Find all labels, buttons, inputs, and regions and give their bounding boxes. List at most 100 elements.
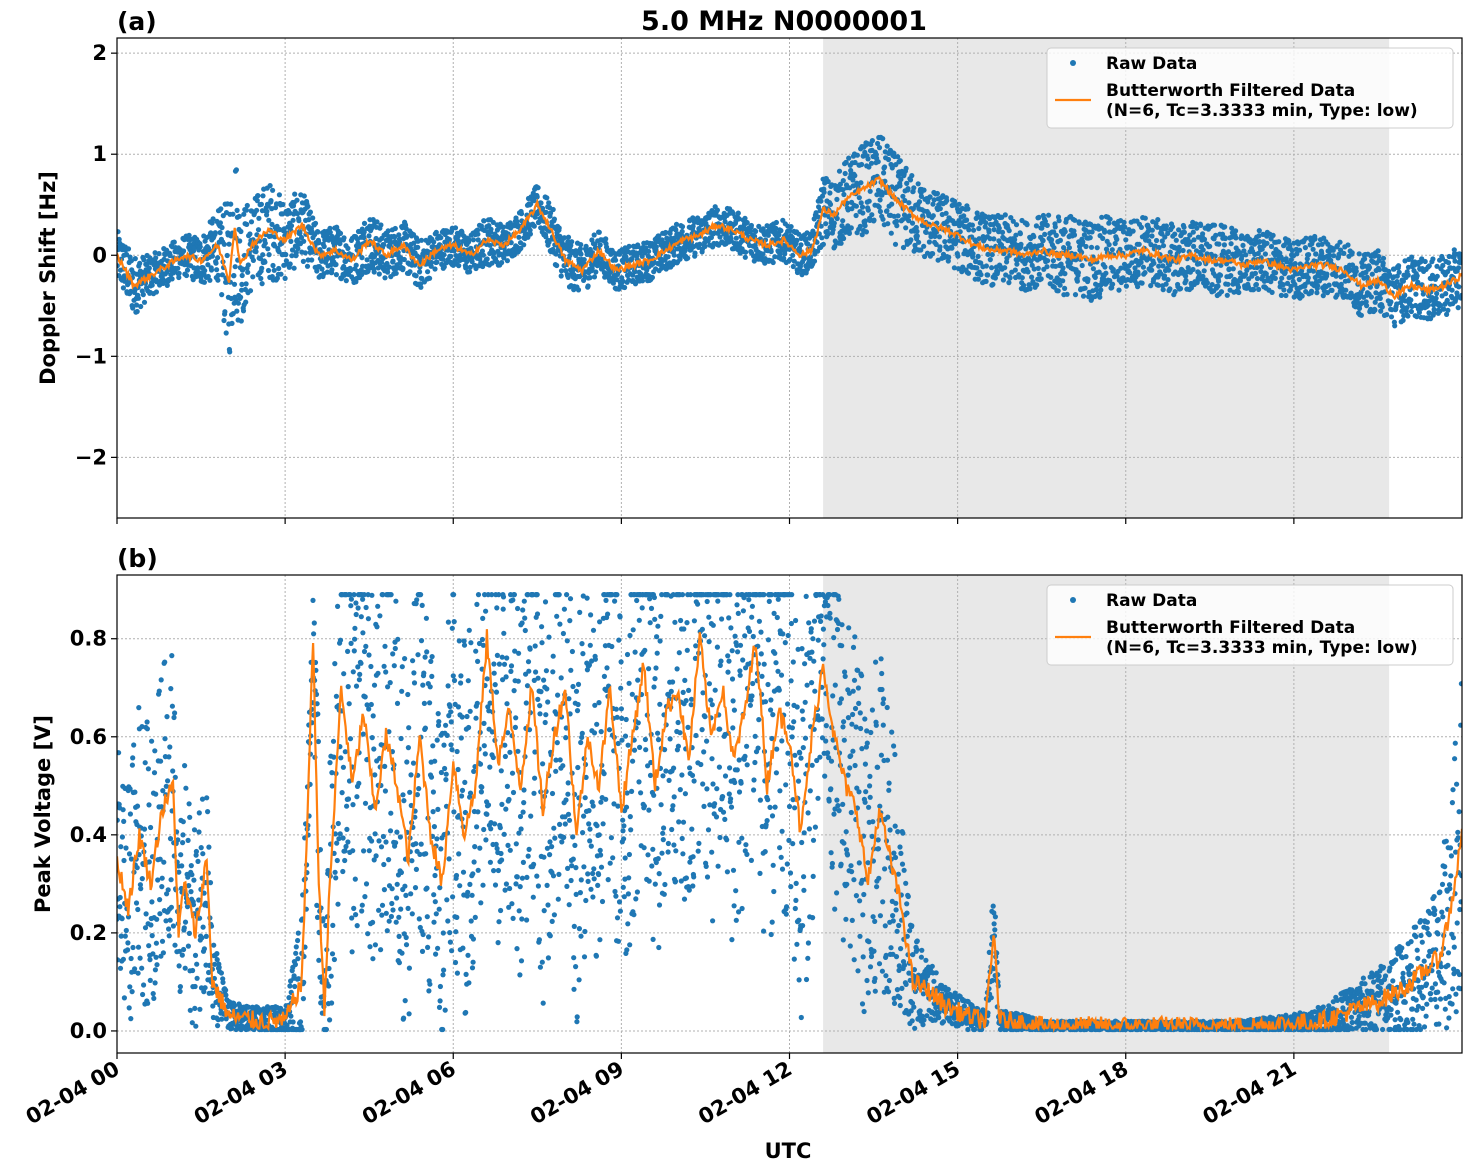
raw-data-point (306, 217, 312, 223)
raw-data-point (144, 719, 150, 725)
raw-data-point (470, 237, 476, 243)
raw-data-point (1253, 281, 1259, 288)
raw-data-point (1408, 297, 1414, 303)
raw-data-point (1060, 278, 1066, 284)
raw-data-point (167, 252, 173, 259)
raw-data-point (293, 249, 299, 256)
raw-data-point (122, 933, 128, 939)
raw-data-point (127, 811, 133, 817)
raw-data-point (1087, 235, 1093, 241)
raw-data-point (268, 198, 274, 204)
raw-data-point (348, 603, 354, 609)
raw-data-point (1140, 264, 1146, 270)
raw-data-point (663, 229, 669, 236)
raw-data-point (1362, 256, 1368, 262)
raw-data-point (147, 977, 153, 984)
raw-data-point (865, 207, 871, 213)
raw-data-point (1455, 265, 1462, 271)
raw-data-point (990, 281, 996, 287)
raw-data-point (528, 201, 534, 207)
raw-data-point (348, 267, 354, 273)
raw-data-point (1057, 237, 1063, 243)
raw-data-point (228, 201, 234, 207)
raw-data-point (1273, 270, 1279, 276)
raw-data-point (884, 143, 890, 149)
raw-data-point (475, 231, 481, 237)
raw-data-point (1163, 281, 1169, 287)
raw-data-point (137, 955, 143, 961)
raw-data-point (673, 221, 680, 227)
raw-data-point (186, 801, 192, 807)
raw-data-point (565, 234, 572, 240)
raw-data-point (217, 220, 223, 226)
raw-data-point (289, 247, 296, 253)
raw-data-point (1075, 270, 1081, 276)
raw-data-point (478, 259, 484, 265)
raw-data-point (1102, 264, 1108, 270)
raw-data-point (438, 235, 444, 241)
raw-data-point (127, 984, 133, 990)
raw-data-point (916, 239, 922, 245)
raw-data-point (300, 258, 306, 264)
raw-data-point (596, 229, 602, 235)
raw-data-point (1272, 275, 1278, 281)
raw-data-point (136, 705, 142, 711)
raw-data-point (229, 320, 235, 326)
raw-data-point (134, 308, 140, 315)
raw-data-point (199, 935, 205, 941)
raw-data-point (345, 839, 351, 845)
raw-data-point (956, 201, 962, 207)
raw-data-point (153, 255, 159, 261)
raw-data-point (128, 1016, 134, 1022)
raw-data-point (1130, 228, 1136, 234)
raw-data-point (908, 237, 914, 243)
raw-data-point (254, 207, 260, 213)
raw-data-point (1098, 287, 1104, 293)
raw-data-point (134, 803, 141, 809)
raw-data-point (258, 275, 264, 282)
raw-data-point (255, 193, 261, 199)
raw-data-point (1409, 254, 1415, 260)
raw-data-point (1088, 244, 1095, 250)
raw-data-point (183, 272, 190, 279)
raw-data-point (1097, 294, 1103, 300)
raw-data-point (231, 273, 237, 279)
raw-data-point (147, 957, 153, 963)
raw-data-point (227, 349, 233, 355)
raw-data-point (1217, 272, 1224, 278)
y-tick-label: −1 (75, 344, 107, 368)
raw-data-point (1388, 314, 1395, 320)
raw-data-point (390, 258, 396, 264)
raw-data-point (180, 819, 186, 825)
raw-data-point (133, 302, 140, 308)
raw-data-point (177, 984, 183, 990)
raw-data-point (386, 264, 392, 270)
raw-data-point (392, 234, 398, 240)
raw-data-point (170, 923, 176, 929)
raw-data-point (1100, 235, 1106, 241)
raw-data-point (156, 251, 162, 257)
raw-data-point (1431, 306, 1437, 313)
raw-data-point (392, 225, 398, 232)
raw-data-point (518, 211, 525, 217)
raw-data-point (327, 229, 333, 235)
raw-data-point (999, 229, 1006, 235)
raw-data-point (270, 262, 276, 269)
raw-data-point (328, 973, 334, 979)
raw-data-point (196, 810, 202, 816)
raw-data-point (1107, 216, 1113, 222)
raw-data-point (340, 835, 346, 841)
raw-data-point (1006, 228, 1012, 234)
raw-data-point (514, 218, 520, 225)
raw-data-point (310, 215, 316, 221)
raw-data-point (1002, 265, 1008, 271)
raw-data-point (371, 269, 377, 275)
raw-data-point (253, 249, 259, 255)
raw-data-point (204, 795, 210, 801)
raw-data-point (428, 259, 435, 266)
raw-data-point (475, 227, 481, 233)
raw-data-point (865, 156, 871, 162)
raw-data-point (265, 203, 271, 209)
raw-data-point (834, 196, 840, 202)
raw-data-point (944, 198, 950, 204)
